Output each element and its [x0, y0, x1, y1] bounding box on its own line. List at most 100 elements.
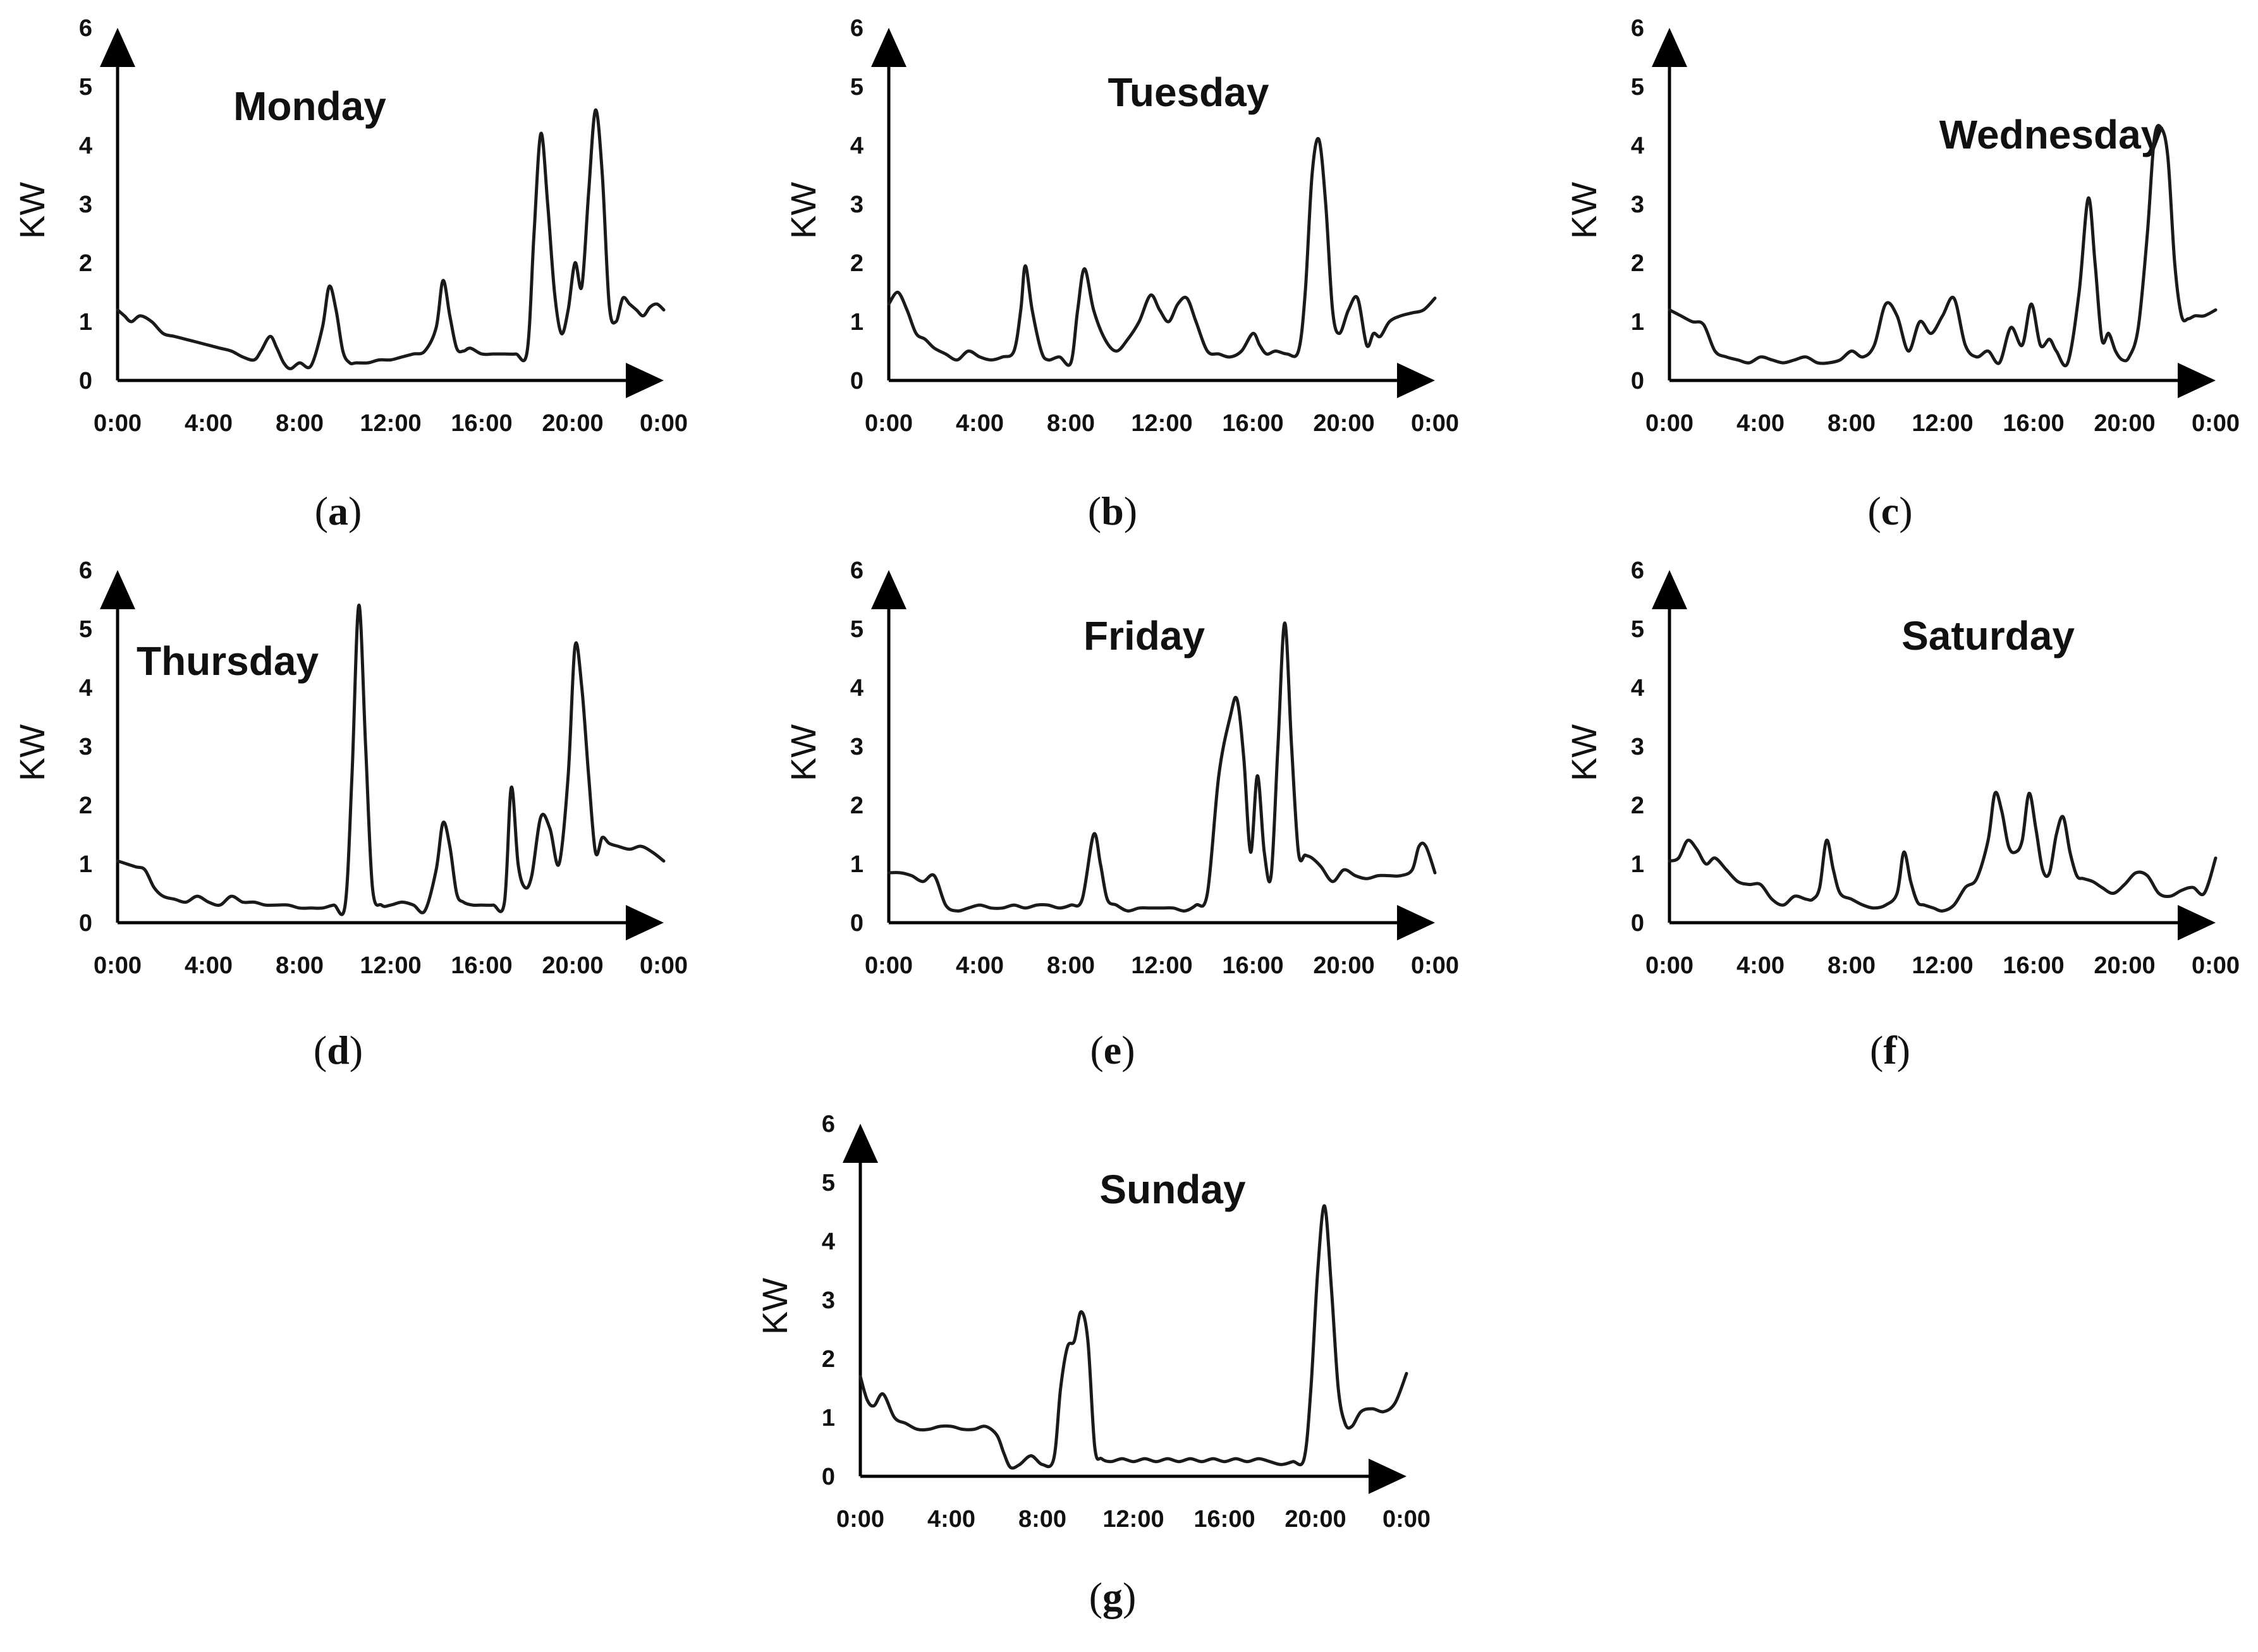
y-tick-label: 3: [850, 191, 864, 218]
chart-title: Saturday: [1901, 613, 2075, 659]
caption-g: (g): [1089, 1574, 1137, 1619]
y-tick-label: 1: [1631, 851, 1644, 878]
x-tick-label: 0:00: [1411, 952, 1459, 979]
x-tick-label: 8:00: [1828, 952, 1876, 979]
y-tick-label: 3: [1631, 734, 1644, 760]
x-tick-label: 20:00: [542, 410, 603, 437]
caption-letter-a: a: [328, 489, 348, 533]
y-tick-label: 2: [79, 793, 92, 819]
series-line-kw: [1668, 124, 2218, 368]
y-tick-label: 2: [1631, 793, 1644, 819]
x-tick-label: 0:00: [865, 410, 913, 437]
x-tick-label: 0:00: [1411, 410, 1459, 437]
x-tick-label: 0:00: [1645, 410, 1694, 437]
y-tick-label: 3: [1631, 191, 1644, 218]
x-tick-label: 4:00: [956, 410, 1004, 437]
caption-letter-c: c: [1881, 489, 1900, 533]
x-tick-label: 0:00: [865, 952, 913, 979]
y-tick-label: 1: [79, 309, 92, 336]
x-axis-arrow: [626, 363, 664, 398]
y-tick-label: 3: [79, 191, 92, 218]
x-tick-label: 0:00: [94, 952, 142, 979]
x-tick-label: 4:00: [956, 952, 1004, 979]
y-tick-label: 4: [79, 675, 92, 701]
x-tick-label: 20:00: [1313, 952, 1374, 979]
chart-panel-b: 0 1 2 3 4 5 6 0:00 4:00 8:00 12:00 16:00 20:00 0:00 KW…: [783, 15, 1459, 437]
caption-b: (b): [1087, 489, 1138, 533]
chart-panel-g: 0 1 2 3 4 5 6 0:00 4:00 8:00 12:00 16:00 20:00 0:00 KW…: [755, 1111, 1431, 1533]
x-tick-label: 8:00: [1018, 1506, 1066, 1533]
series-line-kw: [887, 137, 1437, 367]
y-tick-label: 3: [822, 1287, 835, 1314]
y-axis-arrow: [100, 28, 135, 67]
x-tick-label: 20:00: [2094, 952, 2155, 979]
y-tick-label: 1: [822, 1405, 835, 1431]
y-tick-label: 4: [822, 1229, 835, 1255]
y-axis-label: KW: [1564, 724, 1604, 781]
y-axis-arrow: [871, 570, 906, 609]
y-tick-label: 2: [850, 793, 864, 819]
x-tick-label: 0:00: [1382, 1506, 1431, 1533]
x-tick-label: 8:00: [1047, 952, 1095, 979]
x-tick-label: 20:00: [1313, 410, 1374, 437]
x-tick-label: 8:00: [276, 952, 324, 979]
x-tick-label: 8:00: [276, 410, 324, 437]
y-tick-label: 6: [850, 15, 864, 42]
y-tick-label: 5: [850, 616, 864, 643]
caption-letter-g: g: [1102, 1574, 1123, 1619]
x-axis-arrow: [1369, 1459, 1407, 1494]
x-tick-label: 16:00: [451, 410, 512, 437]
y-tick-label: 2: [1631, 250, 1644, 277]
chart-panel-e: 0 1 2 3 4 5 6 0:00 4:00 8:00 12:00 16:00 20:00 0:00 KW…: [783, 557, 1459, 979]
y-tick-label: 0: [850, 368, 864, 394]
y-tick-label: 0: [79, 368, 92, 394]
y-tick-label: 0: [1631, 910, 1644, 937]
y-tick-label: 6: [1631, 15, 1644, 42]
x-tick-label: 4:00: [927, 1506, 975, 1533]
x-tick-label: 20:00: [1285, 1506, 1346, 1533]
y-tick-label: 1: [79, 851, 92, 878]
x-tick-label: 0:00: [836, 1506, 884, 1533]
x-tick-label: 12:00: [1912, 410, 1973, 437]
y-tick-label: 0: [79, 910, 92, 937]
caption-c: (c): [1867, 489, 1913, 533]
y-tick-label: 4: [850, 133, 864, 159]
series-line-kw: [858, 1204, 1408, 1470]
y-axis-arrow: [871, 28, 906, 67]
x-tick-label: 8:00: [1047, 410, 1095, 437]
chart-title: Wednesday: [1939, 112, 2164, 157]
y-tick-label: 0: [822, 1464, 835, 1490]
y-axis-label: KW: [12, 724, 52, 781]
series-line-kw: [116, 108, 666, 370]
y-tick-label: 1: [850, 851, 864, 878]
chart-title: Sunday: [1099, 1167, 1246, 1212]
series-line-kw: [887, 621, 1437, 913]
x-tick-label: 0:00: [2192, 410, 2240, 437]
y-tick-label: 6: [850, 557, 864, 584]
x-tick-label: 12:00: [360, 952, 421, 979]
y-tick-label: 5: [822, 1170, 835, 1196]
y-tick-label: 5: [850, 74, 864, 100]
y-axis-arrow: [843, 1124, 878, 1163]
y-tick-label: 5: [1631, 74, 1644, 100]
x-tick-label: 0:00: [640, 410, 688, 437]
y-axis-arrow: [1652, 570, 1687, 609]
caption-letter-e: e: [1103, 1028, 1122, 1072]
x-tick-label: 20:00: [2094, 410, 2155, 437]
x-tick-label: 0:00: [2192, 952, 2240, 979]
y-tick-label: 4: [1631, 133, 1644, 159]
caption-letter-d: d: [327, 1028, 350, 1072]
chart-title: Tuesday: [1108, 70, 1269, 115]
chart-title: Thursday: [137, 638, 319, 684]
x-axis-arrow: [2178, 905, 2216, 940]
x-tick-label: 12:00: [1131, 952, 1192, 979]
y-axis-label: KW: [783, 182, 823, 239]
caption-d: (d): [313, 1028, 363, 1072]
caption-letter-f: f: [1883, 1028, 1897, 1072]
y-tick-label: 0: [850, 910, 864, 937]
y-tick-label: 1: [850, 309, 864, 336]
x-tick-label: 16:00: [1222, 952, 1283, 979]
x-tick-label: 0:00: [1645, 952, 1694, 979]
x-tick-label: 12:00: [360, 410, 421, 437]
x-axis-arrow: [1397, 905, 1435, 940]
